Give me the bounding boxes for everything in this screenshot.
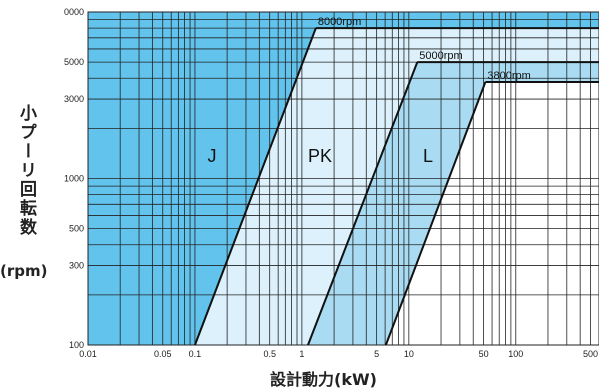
boundary-line: [194, 27, 317, 346]
plot-frame: [87, 11, 599, 346]
y-tick-label: 3000: [64, 94, 84, 104]
x-axis-title: 設計動力(kW): [270, 370, 377, 389]
y-tick-label: 300: [69, 261, 84, 271]
annotation: 8000rpm: [318, 16, 361, 28]
x-tick-label: 0.01: [79, 349, 97, 359]
y-tick-label: 5000: [64, 57, 84, 67]
x-tick-label: 50: [479, 349, 489, 359]
x-tick-label: 10: [404, 349, 414, 359]
x-tick-label: 500: [583, 349, 598, 359]
x-tick-label: 1: [299, 349, 304, 359]
boundary-line: [384, 81, 487, 346]
y-tick-label: 0000: [64, 7, 84, 17]
y-axis-unit: (rpm): [0, 262, 48, 280]
y-axis-title: 小プーリ回転数: [16, 104, 36, 237]
x-tick-label: 100: [508, 349, 523, 359]
region-label: J: [208, 146, 217, 166]
y-tick-label: 1000: [64, 174, 84, 184]
y-tick-label: 500: [69, 224, 84, 234]
x-tick-label: 0.05: [154, 349, 172, 359]
boundary-line: [307, 61, 419, 346]
x-tick-label: 0.5: [263, 349, 276, 359]
y-tick-label: 100: [69, 340, 84, 350]
x-tick-label: 0.1: [189, 349, 202, 359]
region-label: PK: [308, 146, 332, 166]
annotation: 5000rpm: [419, 50, 462, 62]
region-label: L: [423, 146, 433, 166]
annotation: 3800rpm: [487, 70, 530, 82]
x-tick-label: 5: [374, 349, 379, 359]
